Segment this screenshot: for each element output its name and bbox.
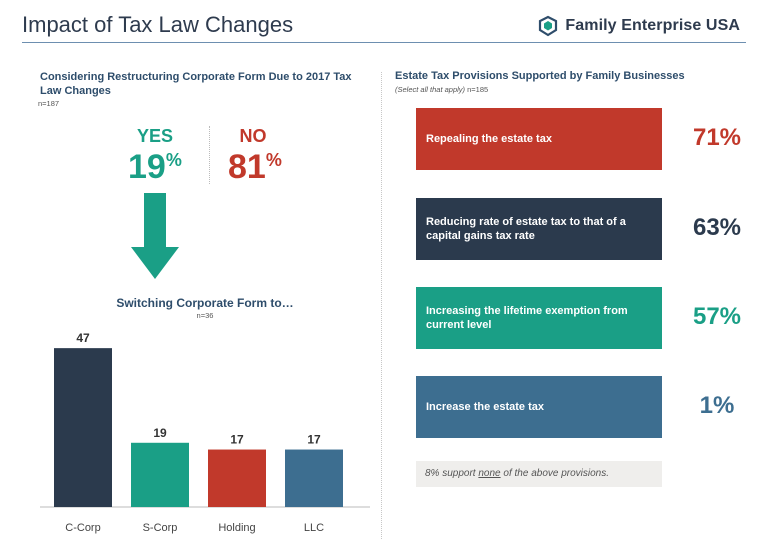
estate-item-box: Increasing the lifetime exemption from c… (416, 287, 662, 349)
no-value: 81 (228, 148, 266, 186)
estate-note-emphasis: none (478, 468, 501, 479)
bar-value-label: 19 (153, 426, 167, 440)
estate-note: 8% support none of the above provisions. (416, 461, 662, 487)
estate-select-note: (Select all that apply) (395, 85, 466, 94)
brand: Family Enterprise USA (537, 15, 740, 37)
switching-n: n=36 (196, 311, 214, 320)
estate-item-percent: 1% (699, 392, 735, 419)
estate-item-percent: 57% (692, 303, 742, 330)
estate-item-percent: 71% (692, 124, 742, 151)
header-rule (22, 42, 746, 43)
estate-item-percent: 63% (692, 214, 742, 241)
restructuring-n: n=187 (38, 99, 60, 108)
category-label: S-Corp (143, 522, 178, 534)
estate-item-box: Increase the estate tax (416, 376, 662, 438)
estate-note-pre: 8% support (425, 468, 479, 479)
estate-item-label: Reducing rate of estate tax to that of a… (426, 216, 626, 242)
category-label: LLC (304, 522, 324, 534)
bar (208, 449, 266, 507)
estate-item-box: Repealing the estate tax (416, 108, 662, 170)
switching-bar-chart: 47 C-Corp 19 S-Corp 17 Holding 17 LLC (40, 331, 370, 534)
estate-item-label: Repealing the estate tax (426, 133, 552, 145)
estate-item-box: Reducing rate of estate tax to that of a… (416, 198, 662, 260)
estate-item-label: Increase the estate tax (426, 401, 545, 413)
bar (131, 442, 189, 507)
down-arrow-icon (131, 193, 179, 279)
bar (285, 449, 343, 507)
switching-title: Switching Corporate Form to… (116, 296, 294, 310)
no-percent: 81% (228, 148, 282, 187)
no-label: NO (239, 126, 267, 146)
page-title: Impact of Tax Law Changes (22, 12, 294, 37)
yes-label: YES (136, 126, 174, 146)
estate-title: Estate Tax Provisions Supported by Famil… (395, 70, 685, 82)
brand-name: Family Enterprise USA (565, 17, 740, 34)
bar-value-label: 47 (76, 331, 90, 345)
bar-value-label: 17 (230, 433, 244, 447)
yes-percent: 19% (128, 148, 182, 187)
estate-item-label: Increasing the lifetime exemption from c… (426, 305, 628, 331)
category-label: Holding (218, 522, 255, 534)
column-divider (381, 72, 382, 539)
estate-subtitle: (Select all that apply) n=185 (395, 85, 488, 94)
no-percent-sign: % (265, 150, 282, 170)
estate-note-post: of the above provisions. (500, 468, 610, 479)
yes-percent-sign: % (165, 150, 182, 170)
bar (54, 348, 112, 507)
category-label: C-Corp (65, 522, 100, 534)
bar-value-label: 17 (307, 433, 321, 447)
restructuring-title: Considering Restructuring Corporate Form… (40, 71, 352, 97)
family-enterprise-logo-icon (539, 15, 558, 37)
estate-n: n=185 (465, 85, 489, 94)
yes-no-divider (209, 126, 210, 184)
yes-value: 19 (128, 148, 166, 186)
